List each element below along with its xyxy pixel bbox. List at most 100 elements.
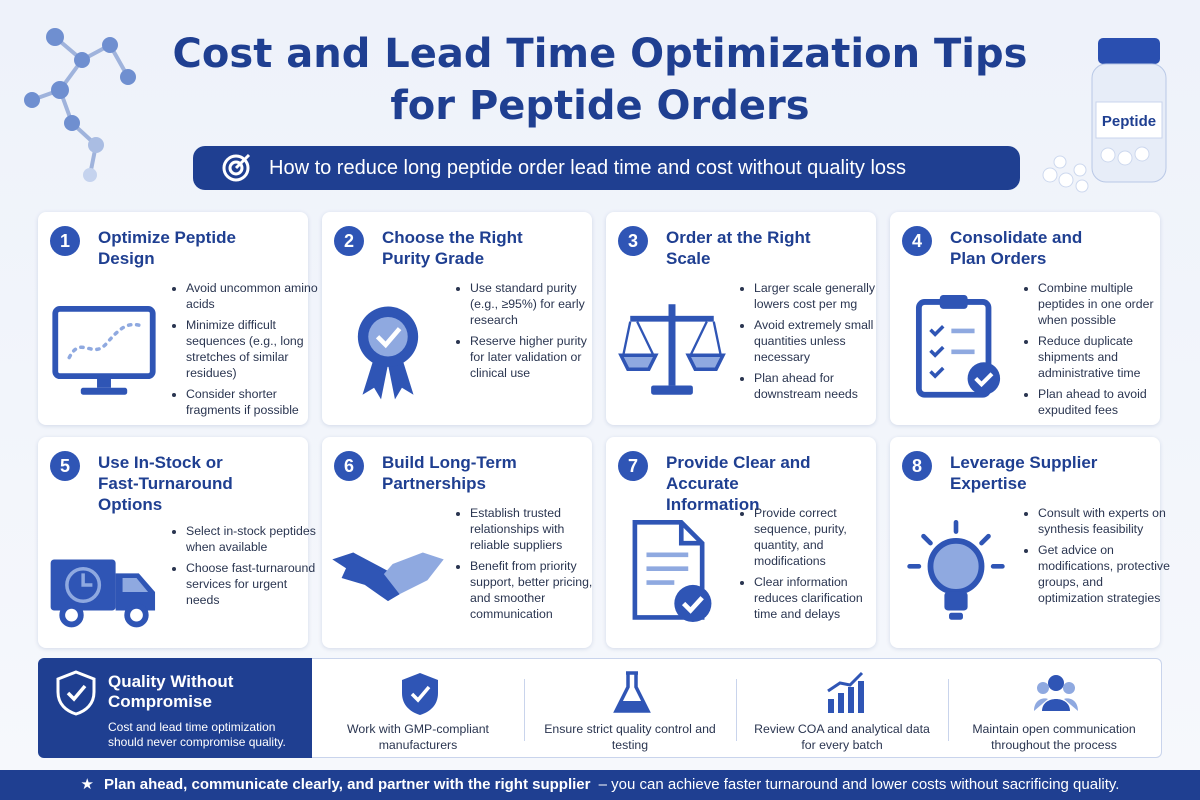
tip-icon xyxy=(898,288,1014,409)
tip-icon xyxy=(330,288,446,409)
tip-icon xyxy=(46,527,162,648)
tip-number: 1 xyxy=(50,226,80,256)
quality-icon xyxy=(1034,671,1078,721)
tip-bullet: Avoid uncommon amino acids xyxy=(186,280,318,312)
quality-icon xyxy=(398,671,442,721)
molecule-decoration xyxy=(24,28,136,182)
tip-bullet: Plan ahead for downstream needs xyxy=(754,370,886,402)
icon-graphic xyxy=(632,519,712,623)
tip-bullets: Provide correct sequence, purity, quanti… xyxy=(740,505,886,627)
icon-graphic xyxy=(618,304,726,395)
quality-text: Cost and lead time optimization should n… xyxy=(108,720,286,749)
tip-icon xyxy=(614,288,730,409)
tip-bullet: Clear information reduces clarification … xyxy=(754,574,886,622)
target-icon xyxy=(222,153,251,182)
tip-bullets: Larger scale generally lowers cost per m… xyxy=(740,280,886,407)
divider xyxy=(948,679,949,741)
tip-bullet: Avoid extremely small quantities unless … xyxy=(754,317,886,365)
quality-title: Quality Without Compromise xyxy=(108,672,234,711)
footer-emphasis: Plan ahead, communicate clearly, and par… xyxy=(103,776,591,793)
tip-number: 4 xyxy=(902,226,932,256)
tip-number: 2 xyxy=(334,226,364,256)
tip-icon xyxy=(46,288,162,409)
icon-graphic xyxy=(357,306,419,400)
tip-number: 8 xyxy=(902,451,932,481)
tip-bullet: Use standard purity (e.g., ≥95%) for ear… xyxy=(470,280,602,328)
tip-bullets: Establish trusted relationships with rel… xyxy=(456,505,602,627)
shield-icon xyxy=(56,670,96,716)
tip-bullet: Choose fast-turnaround services for urge… xyxy=(186,560,318,608)
quality-item: Ensure strict quality control and testin… xyxy=(524,659,736,759)
tip-title: Consolidate and Plan Orders xyxy=(950,228,1083,268)
icon-graphic xyxy=(915,294,1001,398)
tip-bullet: Reduce duplicate shipments and administr… xyxy=(1038,333,1170,381)
tip-bullet: Combine multiple peptides in one order w… xyxy=(1038,280,1170,328)
tip-title: Choose the Right Purity Grade xyxy=(382,228,523,268)
tip-icon xyxy=(898,513,1014,634)
quality-item: Maintain open communication throughout t… xyxy=(948,659,1160,759)
title-line: Cost and Lead Time Optimization Tips xyxy=(172,31,1028,77)
tip-bullets: Use standard purity (e.g., ≥95%) for ear… xyxy=(456,280,602,386)
tip-bullets: Select in-stock peptides when available C… xyxy=(172,523,318,613)
subtitle: How to reduce long peptide order lead ti… xyxy=(269,157,907,179)
tip-title: Provide Clear and Accurate Information xyxy=(666,453,811,514)
icon-graphic xyxy=(50,559,156,628)
quality-item-text: Maintain open communication throughout t… xyxy=(972,722,1136,752)
tip-bullet: Provide correct sequence, purity, quanti… xyxy=(754,505,886,569)
footer: ★ Plan ahead, communicate clearly, and pa… xyxy=(0,770,1200,800)
tip-bullets: Avoid uncommon amino acids Minimize diffi… xyxy=(172,280,318,423)
tip-card: 1 Optimize Peptide Design Avoid uncommon a… xyxy=(38,212,318,425)
quality-item: Review COA and analytical data for every… xyxy=(736,659,948,759)
quality-items: Work with GMP-compliant manufacturers Ens… xyxy=(312,658,1162,758)
icon-graphic xyxy=(1034,675,1078,711)
tip-title: Leverage Supplier Expertise xyxy=(950,453,1098,493)
tip-title: Use In-Stock or Fast-Turnaround Options xyxy=(98,453,233,514)
icon-graphic xyxy=(52,305,156,395)
icon-graphic xyxy=(907,519,1005,620)
tip-bullet: Consult with experts on synthesis feasib… xyxy=(1038,505,1170,537)
quality-icon xyxy=(610,671,654,721)
quality-item-text: Review COA and analytical data for every… xyxy=(754,722,930,752)
quality-icon xyxy=(822,671,866,721)
tip-number: 6 xyxy=(334,451,364,481)
quality-panel: Quality Without Compromise Cost and lead… xyxy=(38,658,312,758)
tip-bullet: Select in-stock peptides when available xyxy=(186,523,318,555)
tip-bullets: Consult with experts on synthesis feasib… xyxy=(1024,505,1170,611)
title: Cost and Lead Time Optimization Tips for… xyxy=(0,28,1200,132)
tip-bullet: Benefit from priority support, better pr… xyxy=(470,558,602,622)
bottle-decoration: Peptide xyxy=(1042,38,1167,193)
tip-icon xyxy=(614,513,730,634)
tip-number: 3 xyxy=(618,226,648,256)
tip-card: 8 Leverage Supplier Expertise Consult with… xyxy=(890,437,1170,648)
tip-number: 7 xyxy=(618,451,648,481)
tip-title: Optimize Peptide Design xyxy=(98,228,236,268)
divider xyxy=(736,679,737,741)
icon-graphic xyxy=(332,552,444,602)
quality-item-text: Work with GMP-compliant manufacturers xyxy=(347,722,489,752)
icon-graphic xyxy=(827,671,864,713)
tip-title: Build Long-Term Partnerships xyxy=(382,453,517,493)
divider xyxy=(524,679,525,741)
star-icon: ★ xyxy=(80,776,94,793)
icon-graphic xyxy=(402,673,438,715)
tip-icon xyxy=(330,513,446,634)
tip-title: Order at the Right Scale xyxy=(666,228,811,268)
tip-bullets: Combine multiple peptides in one order w… xyxy=(1024,280,1170,423)
subtitle-banner: How to reduce long peptide order lead ti… xyxy=(193,146,1020,190)
footer-text: – you can achieve faster turnaround and … xyxy=(598,776,1120,793)
tip-bullet: Plan ahead to avoid expudited fees xyxy=(1038,386,1170,418)
icon-graphic xyxy=(613,671,651,713)
tip-card: 5 Use In-Stock or Fast-Turnaround Options… xyxy=(38,437,316,648)
tip-bullet: Minimize difficult sequences (e.g., long… xyxy=(186,317,318,381)
bottle-label: Peptide xyxy=(1102,113,1156,130)
quality-item: Work with GMP-compliant manufacturers xyxy=(312,659,524,759)
tip-bullet: Establish trusted relationships with rel… xyxy=(470,505,602,553)
title-line: for Peptide Orders xyxy=(390,83,810,129)
tip-bullet: Consider shorter fragments if possible xyxy=(186,386,318,418)
